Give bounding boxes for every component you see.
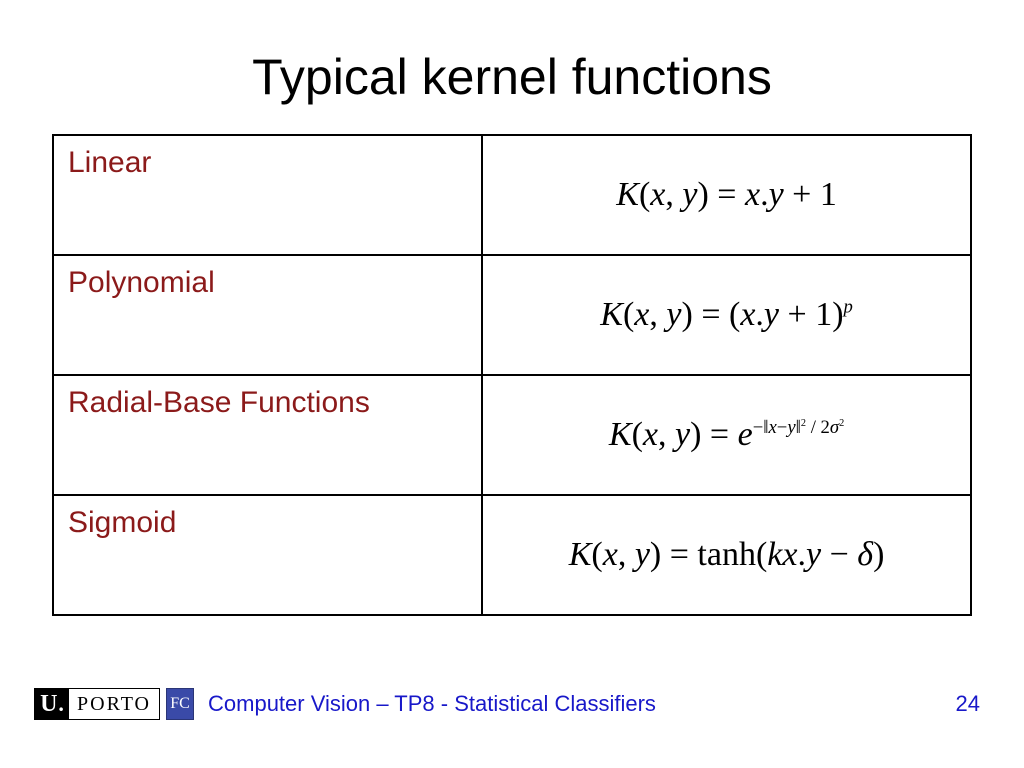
- uporto-logo-u: U.: [35, 688, 69, 720]
- kernel-formula-cell: K(x, y) = e−‖x−y‖2 / 2σ2: [482, 375, 971, 495]
- kernel-formula-cell: K(x, y) = (x.y + 1)p: [482, 255, 971, 375]
- fc-logo-icon: FC: [166, 688, 194, 720]
- slide-title: Typical kernel functions: [0, 0, 1024, 134]
- page-number: 24: [956, 691, 980, 717]
- table-row: Polynomial K(x, y) = (x.y + 1)p: [53, 255, 971, 375]
- table-row: Radial-Base Functions K(x, y) = e−‖x−y‖2…: [53, 375, 971, 495]
- uporto-logo-text: PORTO: [69, 693, 159, 716]
- kernel-name-cell: Radial-Base Functions: [53, 375, 482, 495]
- slide-footer: U. PORTO FC Computer Vision – TP8 - Stat…: [0, 688, 1024, 720]
- kernel-name-cell: Sigmoid: [53, 495, 482, 615]
- kernel-formula-cell: K(x, y) = x.y + 1: [482, 135, 971, 255]
- table-row: Linear K(x, y) = x.y + 1: [53, 135, 971, 255]
- logo-u-letter: U: [40, 691, 57, 718]
- table-row: Sigmoid K(x, y) = tanh(kx.y − δ): [53, 495, 971, 615]
- kernel-functions-table: Linear K(x, y) = x.y + 1 Polynomial K(x,…: [52, 134, 972, 616]
- kernel-table-body: Linear K(x, y) = x.y + 1 Polynomial K(x,…: [53, 135, 971, 615]
- kernel-formula-cell: K(x, y) = tanh(kx.y − δ): [482, 495, 971, 615]
- footer-course-text: Computer Vision – TP8 - Statistical Clas…: [208, 691, 956, 717]
- kernel-name-cell: Polynomial: [53, 255, 482, 375]
- uporto-logo: U. PORTO: [34, 688, 160, 720]
- logo-dot: .: [58, 691, 64, 717]
- kernel-name-cell: Linear: [53, 135, 482, 255]
